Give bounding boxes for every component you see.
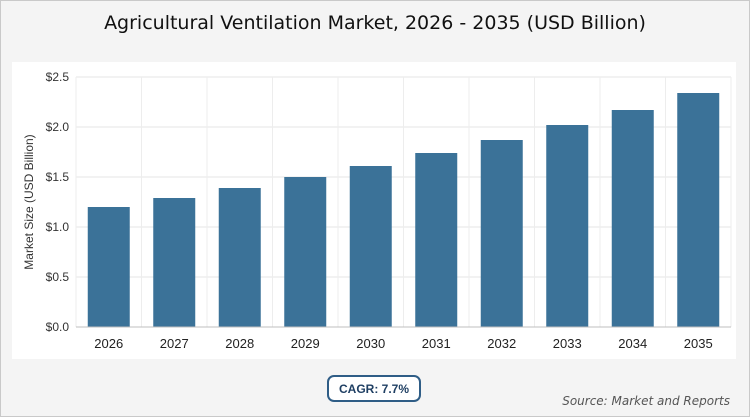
x-tick-label: 2029 bbox=[291, 336, 320, 351]
bar-2032 bbox=[480, 140, 523, 327]
bar-2034 bbox=[611, 110, 654, 327]
bar-2033 bbox=[546, 125, 589, 327]
y-axis-label: Market Size (USD Billion) bbox=[22, 134, 36, 269]
x-tick-label: 2033 bbox=[553, 336, 582, 351]
cagr-badge: CAGR: 7.7% bbox=[327, 375, 421, 402]
x-tick-label: 2032 bbox=[487, 336, 516, 351]
bar-2030 bbox=[349, 166, 392, 327]
bar-2028 bbox=[218, 188, 261, 327]
y-tick-label: $0.0 bbox=[46, 320, 70, 334]
x-tick-label: 2031 bbox=[422, 336, 451, 351]
bars bbox=[87, 93, 720, 327]
x-axis-ticks: 2026 2027 2028 2029 2030 2031 2032 2033 2034 2035 bbox=[94, 336, 712, 351]
x-tick-label: 2030 bbox=[356, 336, 385, 351]
bar-2031 bbox=[415, 153, 458, 327]
x-tick-label: 2034 bbox=[618, 336, 647, 351]
x-tick-label: 2028 bbox=[225, 336, 254, 351]
x-tick-label: 2035 bbox=[684, 336, 713, 351]
bar-2029 bbox=[284, 177, 327, 327]
bar-2026 bbox=[87, 207, 130, 327]
y-tick-label: $0.5 bbox=[46, 270, 70, 284]
y-tick-label: $1.5 bbox=[46, 170, 70, 184]
bar-2027 bbox=[153, 198, 196, 327]
y-tick-label: $1.0 bbox=[46, 220, 70, 234]
y-tick-label: $2.5 bbox=[46, 70, 70, 84]
y-axis-ticks: $0.0 $0.5 $1.0 $1.5 $2.0 $2.5 bbox=[46, 70, 70, 334]
chart-title: Agricultural Ventilation Market, 2026 - … bbox=[104, 12, 646, 34]
bar-2035 bbox=[677, 93, 720, 327]
x-tick-label: 2027 bbox=[160, 336, 189, 351]
source-note: Source: Market and Reports bbox=[562, 394, 730, 408]
x-tick-label: 2026 bbox=[94, 336, 123, 351]
y-tick-label: $2.0 bbox=[46, 120, 70, 134]
